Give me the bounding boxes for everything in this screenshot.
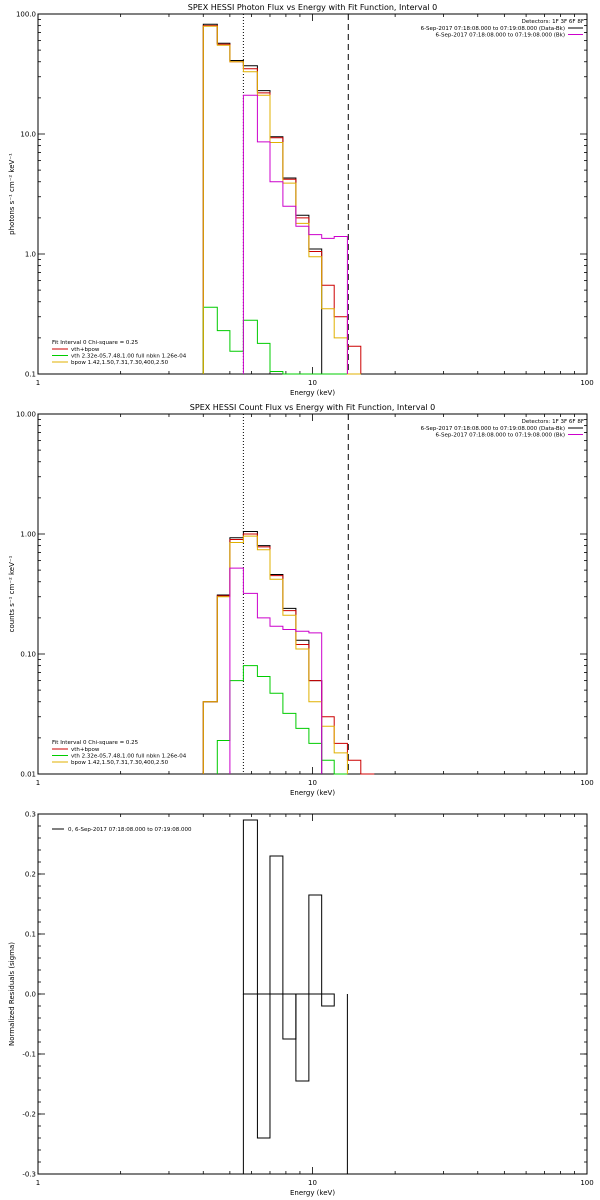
legend-top-entry: 6-Sep-2017 07:18:08.000 to 07:19:08.000 … (421, 426, 565, 432)
series-bpow-histogram (202, 25, 361, 375)
series-vth-histogram (216, 665, 348, 775)
legend-top-entry: 6-Sep-2017 07:18:08.000 to 07:19:08.000 … (421, 26, 565, 32)
photon-flux-panel: SPEX HESSI Photon Flux vs Energy with Fi… (8, 3, 594, 397)
detectors-label: Detectors: 1F 3F 6F 8F (522, 19, 584, 25)
x-tick-label: 1 (36, 779, 40, 787)
count-flux-panel: SPEX HESSI Count Flux vs Energy with Fit… (8, 403, 594, 797)
y-tick-label: -0.2 (22, 1111, 36, 1119)
y-tick-label: 0.01 (20, 771, 36, 779)
x-tick-label: 10 (308, 779, 317, 787)
y-tick-label: 0.1 (25, 931, 36, 939)
fit-legend-entry: bpow 1.42,1.50,7.31,7.30,400,2.50 (71, 760, 169, 766)
x-tick-label: 100 (580, 1179, 593, 1187)
x-tick-label: 10 (308, 1179, 317, 1187)
series-data-histogram (202, 531, 323, 774)
x-tick-label: 1 (36, 379, 40, 387)
fit-legend-entry: vth+bpow (71, 747, 100, 753)
residual-bar (295, 993, 310, 1082)
y-tick-label: -0.1 (22, 1051, 36, 1059)
y-axis-label: counts s⁻¹ cm⁻² keV⁻¹ (8, 555, 16, 632)
legend-top-entry: 6-Sep-2017 07:18:08.000 to 07:19:08.000 … (436, 33, 566, 39)
fit-legend-entry: vth 2.32e-05,7.48,1.00 full nbkn 1.26e-0… (71, 354, 187, 360)
plot-frame (37, 413, 588, 775)
series-total-histogram (202, 25, 362, 374)
fit-chi-square-text: Fit Interval 0 Chi-square = 0.25 (52, 740, 139, 746)
chart-title: SPEX HESSI Photon Flux vs Energy with Fi… (188, 3, 438, 12)
series-bkg-histogram (229, 567, 323, 774)
x-tick-label: 100 (580, 779, 593, 787)
y-tick-label: 100.0 (16, 11, 36, 19)
residual-bar (269, 855, 284, 995)
plot-frame (37, 13, 588, 375)
residual-bar (308, 894, 323, 995)
y-tick-label: 0.2 (25, 871, 36, 879)
y-tick-label: 0.10 (20, 651, 36, 659)
series-vth-histogram (202, 306, 361, 375)
series-bkg-histogram (242, 94, 348, 374)
residual-bar (242, 819, 258, 995)
fit-chi-square-text: Fit Interval 0 Chi-square = 0.25 (52, 340, 139, 346)
fit-legend-entry: vth 2.32e-05,7.48,1.00 full nbkn 1.26e-0… (71, 754, 187, 760)
y-tick-label: 0.1 (25, 371, 36, 379)
x-axis-label: Energy (keV) (290, 789, 335, 797)
x-axis-label: Energy (keV) (290, 389, 335, 397)
chart-title: SPEX HESSI Count Flux vs Energy with Fit… (190, 403, 435, 412)
y-axis-label: Normalized Residuals (sigma) (8, 942, 16, 1046)
y-tick-label: 1.0 (25, 251, 36, 259)
residual-bar (282, 993, 297, 1040)
series-bpow-histogram (202, 535, 348, 774)
residual-legend-entry: 0, 6-Sep-2017 07:18:08.000 to 07:19:08.0… (68, 827, 192, 833)
residual-bar (321, 993, 335, 1007)
y-tick-label: -0.3 (22, 1171, 36, 1179)
detectors-label: Detectors: 1F 3F 6F 8F (522, 419, 584, 425)
x-tick-label: 10 (308, 379, 317, 387)
x-tick-label: 100 (580, 379, 593, 387)
y-tick-label: 10.00 (16, 411, 36, 419)
fit-legend-entry: bpow 1.42,1.50,7.31,7.30,400,2.50 (71, 360, 169, 366)
y-tick-label: 10.0 (20, 131, 36, 139)
x-axis-label: Energy (keV) (290, 1189, 335, 1197)
y-tick-label: 1.00 (20, 531, 36, 539)
series-data-histogram (202, 23, 323, 374)
residual-bar (256, 993, 271, 1139)
residuals-panel: 1 10 100 Energy (keV) -0.3 -0.2 -0.1 0.0 0.1 0.2 0… (8, 811, 594, 1198)
y-tick-label: 0.3 (25, 811, 36, 819)
y-tick-label: 0.0 (25, 991, 36, 999)
fit-legend-entry: vth+bpow (71, 347, 100, 353)
legend-top-entry: 6-Sep-2017 07:18:08.000 to 07:19:08.000 … (436, 433, 566, 439)
y-axis-label: photons s⁻¹ cm⁻² keV⁻¹ (8, 153, 16, 235)
x-tick-label: 1 (36, 1179, 40, 1187)
